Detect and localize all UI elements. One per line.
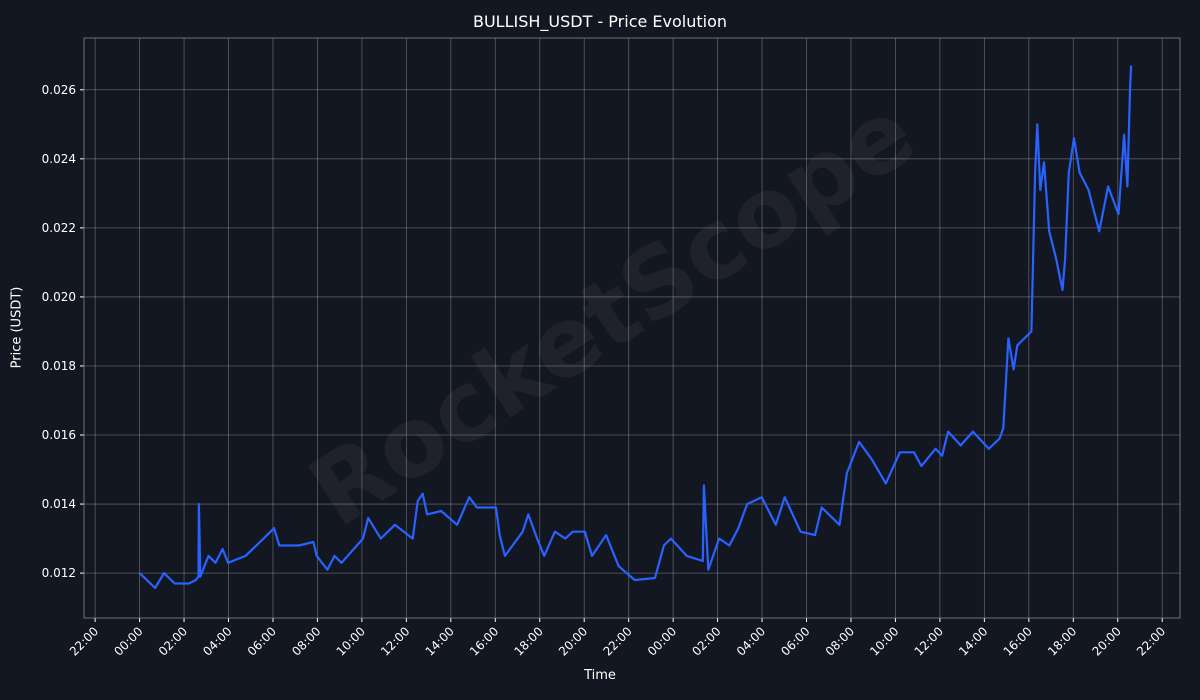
x-tick-label: 18:00: [512, 624, 546, 658]
x-tick-label: 22:00: [600, 624, 634, 658]
y-tick-label: 0.012: [42, 566, 76, 580]
x-tick-label: 02:00: [156, 624, 190, 658]
y-tick-label: 0.020: [42, 290, 76, 304]
x-tick-label: 20:00: [556, 624, 590, 658]
x-tick-label: 04:00: [734, 624, 768, 658]
y-tick-label: 0.022: [42, 221, 76, 235]
watermark: RocketScope: [290, 76, 934, 548]
x-tick-label: 12:00: [912, 624, 946, 658]
x-tick-label: 10:00: [334, 624, 368, 658]
x-tick-label: 06:00: [245, 624, 279, 658]
x-tick-label: 12:00: [378, 624, 412, 658]
x-tick-label: 08:00: [289, 624, 323, 658]
x-tick-label: 14:00: [956, 624, 990, 658]
x-tick-label: 22:00: [67, 624, 101, 658]
x-tick-label: 20:00: [1090, 624, 1124, 658]
x-tick-label: 14:00: [423, 624, 457, 658]
y-tick-label: 0.018: [42, 359, 76, 373]
x-tick-label: 08:00: [823, 624, 857, 658]
x-axis-label: Time: [584, 668, 616, 683]
x-tick-label: 16:00: [1001, 624, 1035, 658]
x-tick-label: 00:00: [645, 624, 679, 658]
grid: [84, 38, 1180, 618]
plot-frame: [83, 37, 1181, 619]
x-tick-label: 06:00: [778, 624, 812, 658]
y-tick-label: 0.024: [42, 152, 76, 166]
x-tick-label: 04:00: [200, 624, 234, 658]
chart-title: BULLISH_USDT - Price Evolution: [472, 12, 728, 31]
x-tick-label: 00:00: [111, 624, 145, 658]
x-tick-label: 10:00: [867, 624, 901, 658]
y-tick-label: 0.016: [42, 428, 76, 442]
x-tick-label: 18:00: [1045, 624, 1079, 658]
x-tick-label: 22:00: [1134, 624, 1168, 658]
x-tick-label: 02:00: [689, 624, 723, 658]
x-tick-label: 16:00: [467, 624, 501, 658]
y-axis-label: Price (USDT): [9, 286, 25, 369]
y-tick-label: 0.014: [42, 497, 76, 511]
price-line: [138, 65, 1133, 590]
y-tick-label: 0.026: [42, 83, 76, 97]
